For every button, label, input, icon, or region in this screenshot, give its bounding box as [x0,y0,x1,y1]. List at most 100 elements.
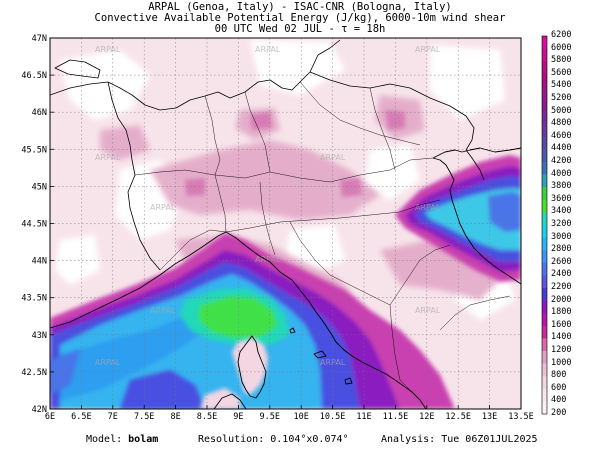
lon-tick-label: 6E [45,412,55,422]
region-border [204,95,221,176]
colorbar-swatch [542,199,547,213]
colorbar-swatch [542,313,547,327]
colorbar-swatch [542,86,547,100]
lat-tick-label: 44.5N [21,220,47,230]
region-border [299,81,421,146]
latitude-axis: 42N 42.5N 43N 43.5N 44N 44.5N 45N 45.5N 46N 46.5N… [21,34,54,415]
region-border [369,87,396,171]
colorbar-label: 4600 [551,130,572,141]
colorbar-swatch [542,162,547,175]
sea-southwest-cape [50,350,205,409]
resolution-value: 0.104°x0.074° [270,434,349,445]
colorbar-swatch [542,325,547,339]
watermarks: ARPAL ARPAL ARPAL ARPAL ARPAL ARPAL ARPA… [95,45,441,367]
colorbar-label: 5200 [551,93,572,103]
colorbar-swatch [542,48,547,62]
watermark-text: ARPAL [150,203,176,212]
lat-tick-label: 47N [32,34,47,44]
lat-tick-label: 45.5N [21,145,47,155]
lat-tick-label: 45N [32,182,47,192]
colorbar-swatch [542,225,547,238]
coastlines [50,147,521,409]
region-border [225,199,441,233]
colorbar-label: 2400 [551,269,572,280]
watermark-text: ARPAL [150,306,176,315]
elba-island [313,350,327,359]
colorbar-label: 2800 [551,244,572,255]
giglio-island [344,377,353,385]
colorbar-swatch [542,376,547,390]
watermark-text: ARPAL [255,255,281,264]
colorbar-label: 5600 [551,67,572,78]
sea-core-cape [180,288,290,345]
colorbar-label: 400 [551,395,567,406]
watermark-text: ARPAL [320,358,346,367]
colorbar-swatch [542,136,547,150]
colorbar-swatch [542,250,547,264]
colorbar-swatch [542,288,547,301]
region-border [389,304,413,393]
colorbar-label: 600 [551,382,567,393]
colorbar-label: 800 [551,370,567,381]
colorbar-label: 3800 [551,181,572,192]
swiss-border [107,71,311,111]
watermark-text: ARPAL [255,45,281,54]
colorbar-swatch [542,174,547,188]
colorbar-label: 6000 [551,42,572,53]
title-line-1: ARPAL (Genoa, Italy) - ISAC-CNR (Bologna… [148,1,452,13]
colorbar-label: 2600 [551,256,572,267]
corsica-coastline [237,335,267,399]
colorbar-label: 1000 [551,357,572,368]
lat-tick-label: 46.5N [21,71,47,81]
colorbar-swatch [542,237,547,251]
title-line-3: 00 UTC Wed 02 JUL - τ = 18h [214,23,386,35]
lat-tick-label: 44N [32,257,47,267]
colorbar-label: 6200 [551,30,572,40]
watermark-text: ARPAL [415,203,441,212]
sardinia-coastline [213,393,247,409]
region-border [389,244,451,306]
colorbar-label: 5000 [551,105,572,116]
lon-tick-label: 13.5E [508,412,534,422]
regional-borders [134,81,511,393]
lon-tick-label: 6.5E [71,412,91,422]
analysis-label: Analysis: [381,434,436,445]
colorbar-label: 4200 [551,156,572,166]
colorbar-label: 1200 [551,345,572,355]
lon-tick-label: 8.5E [197,412,217,422]
region-border [159,229,227,271]
region-border [134,157,434,183]
lat-tick-label: 43N [32,331,47,341]
lat-tick-label: 42N [32,405,47,415]
lon-tick-label: 7E [108,412,118,422]
colorbar-label: 1400 [551,332,572,343]
lon-tick-label: 12E [419,412,434,422]
colorbar-swatch [542,351,547,364]
region-border [439,295,511,331]
lon-tick-label: 9.5E [260,412,280,422]
longitude-axis: 6E 6.5E 7E 7.5E 8E 8.5E 9E 9.5E 10E 10.5E 11E 11.5E… [45,405,534,422]
colorbar-swatch [542,300,547,314]
lat-tick-label: 46N [32,108,47,118]
colorbar [541,35,548,415]
lat-tick-label: 42.5N [21,368,47,378]
colorbar-swatch [542,99,547,112]
colorbar-label: 2200 [551,282,572,292]
colorbar-swatch [542,262,547,276]
colorbar-label: 4800 [551,118,572,129]
region-border [289,221,391,306]
colorbar-swatch [542,111,547,125]
colorbar-swatch [542,363,547,377]
colorbar-label: 2000 [551,294,572,305]
colorbar-frame [541,35,548,415]
colorbar-swatch [542,73,547,87]
lon-tick-label: 8E [170,412,180,422]
footer-model: Model: bolam [86,434,158,446]
lon-tick-label: 10.5E [320,412,346,422]
colorbar-swatch [542,338,547,352]
colorbar-swatch [542,275,547,289]
colorbar-label: 1800 [551,307,572,318]
colorbar-label: 3400 [551,206,572,217]
lake-geneva [54,59,101,79]
colorbar-swatch [542,61,547,75]
